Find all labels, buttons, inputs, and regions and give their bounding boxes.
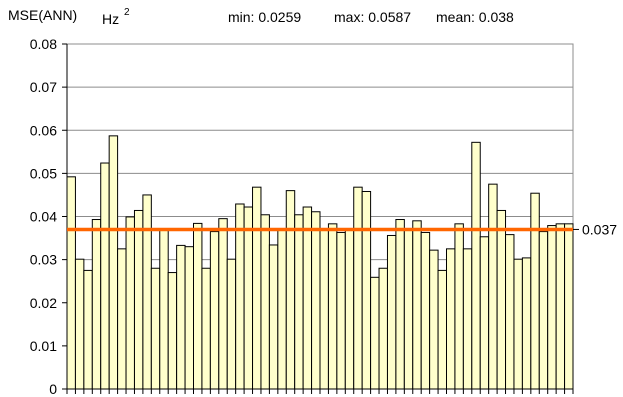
bar [201,267,211,390]
y-tick-label: 0.01 [30,338,57,354]
bar [496,209,507,390]
bar [285,190,296,390]
bar [91,219,102,390]
bar [252,186,262,390]
bar [117,248,127,390]
stat-mean: mean: 0.038 [436,9,514,25]
bar [412,220,422,390]
stat-max: max: 0.0587 [334,9,411,25]
bar [344,228,355,390]
y-tick-label: 0.07 [30,79,57,95]
stat-min: min: 0.0259 [228,9,301,25]
bar [462,248,473,390]
y-tick-label: 0.08 [30,36,57,52]
bar [133,209,144,390]
bar [277,229,287,390]
bar [564,223,574,390]
y-axis-unit-exponent: 2 [124,7,130,18]
bar [429,249,439,390]
bar [555,223,566,390]
bar [454,223,464,390]
bar [66,176,76,390]
x-ticks [66,389,574,394]
y-tick-label: 0.03 [30,252,57,268]
bar [260,214,270,390]
bar [327,223,338,390]
bar [386,234,397,390]
bar [547,225,557,390]
bar [159,228,169,390]
bar [378,267,388,390]
bar [226,258,237,390]
bar [302,206,313,390]
bar [319,228,329,390]
bar [294,214,304,390]
bar [150,267,161,390]
bar [420,231,431,390]
bar [167,272,178,390]
bar [370,276,380,390]
bar [395,219,405,390]
bar [437,269,448,390]
bar [513,258,523,390]
bar [108,135,119,390]
reference-line-group: 0.037 [67,221,617,237]
y-ticks: 0 0.01 0.02 0.03 0.04 0.05 0.06 0.07 0.08 [30,36,67,397]
bar [125,216,135,390]
bar [74,258,85,390]
bar [184,246,194,390]
bar [505,234,515,390]
bar [538,231,549,390]
bar [336,231,346,390]
bar [471,141,481,390]
bar [193,222,203,390]
bar [218,218,228,390]
reference-line-label: 0.037 [582,221,617,237]
y-axis-label: MSE(ANN) [8,7,77,23]
y-tick-label: 0.05 [30,165,57,181]
bar [361,190,372,390]
y-axis-unit: Hz [102,11,119,27]
y-tick-label: 0.06 [30,122,57,138]
bar [235,203,245,390]
bar [353,186,363,390]
bar [209,231,220,390]
bar [311,211,321,390]
bar [446,248,456,390]
bar [403,228,414,390]
bar [100,162,110,390]
bar [530,192,540,390]
bar [268,244,279,390]
bar [488,183,498,390]
bar [521,257,532,390]
bars [66,135,574,390]
bar [243,206,254,390]
bar [176,244,186,390]
bar [479,236,490,390]
y-tick-label: 0.04 [30,209,57,225]
y-tick-label: 0.02 [30,295,57,311]
bar [142,194,152,390]
y-tick-label: 0 [49,381,57,397]
bar [83,269,93,390]
